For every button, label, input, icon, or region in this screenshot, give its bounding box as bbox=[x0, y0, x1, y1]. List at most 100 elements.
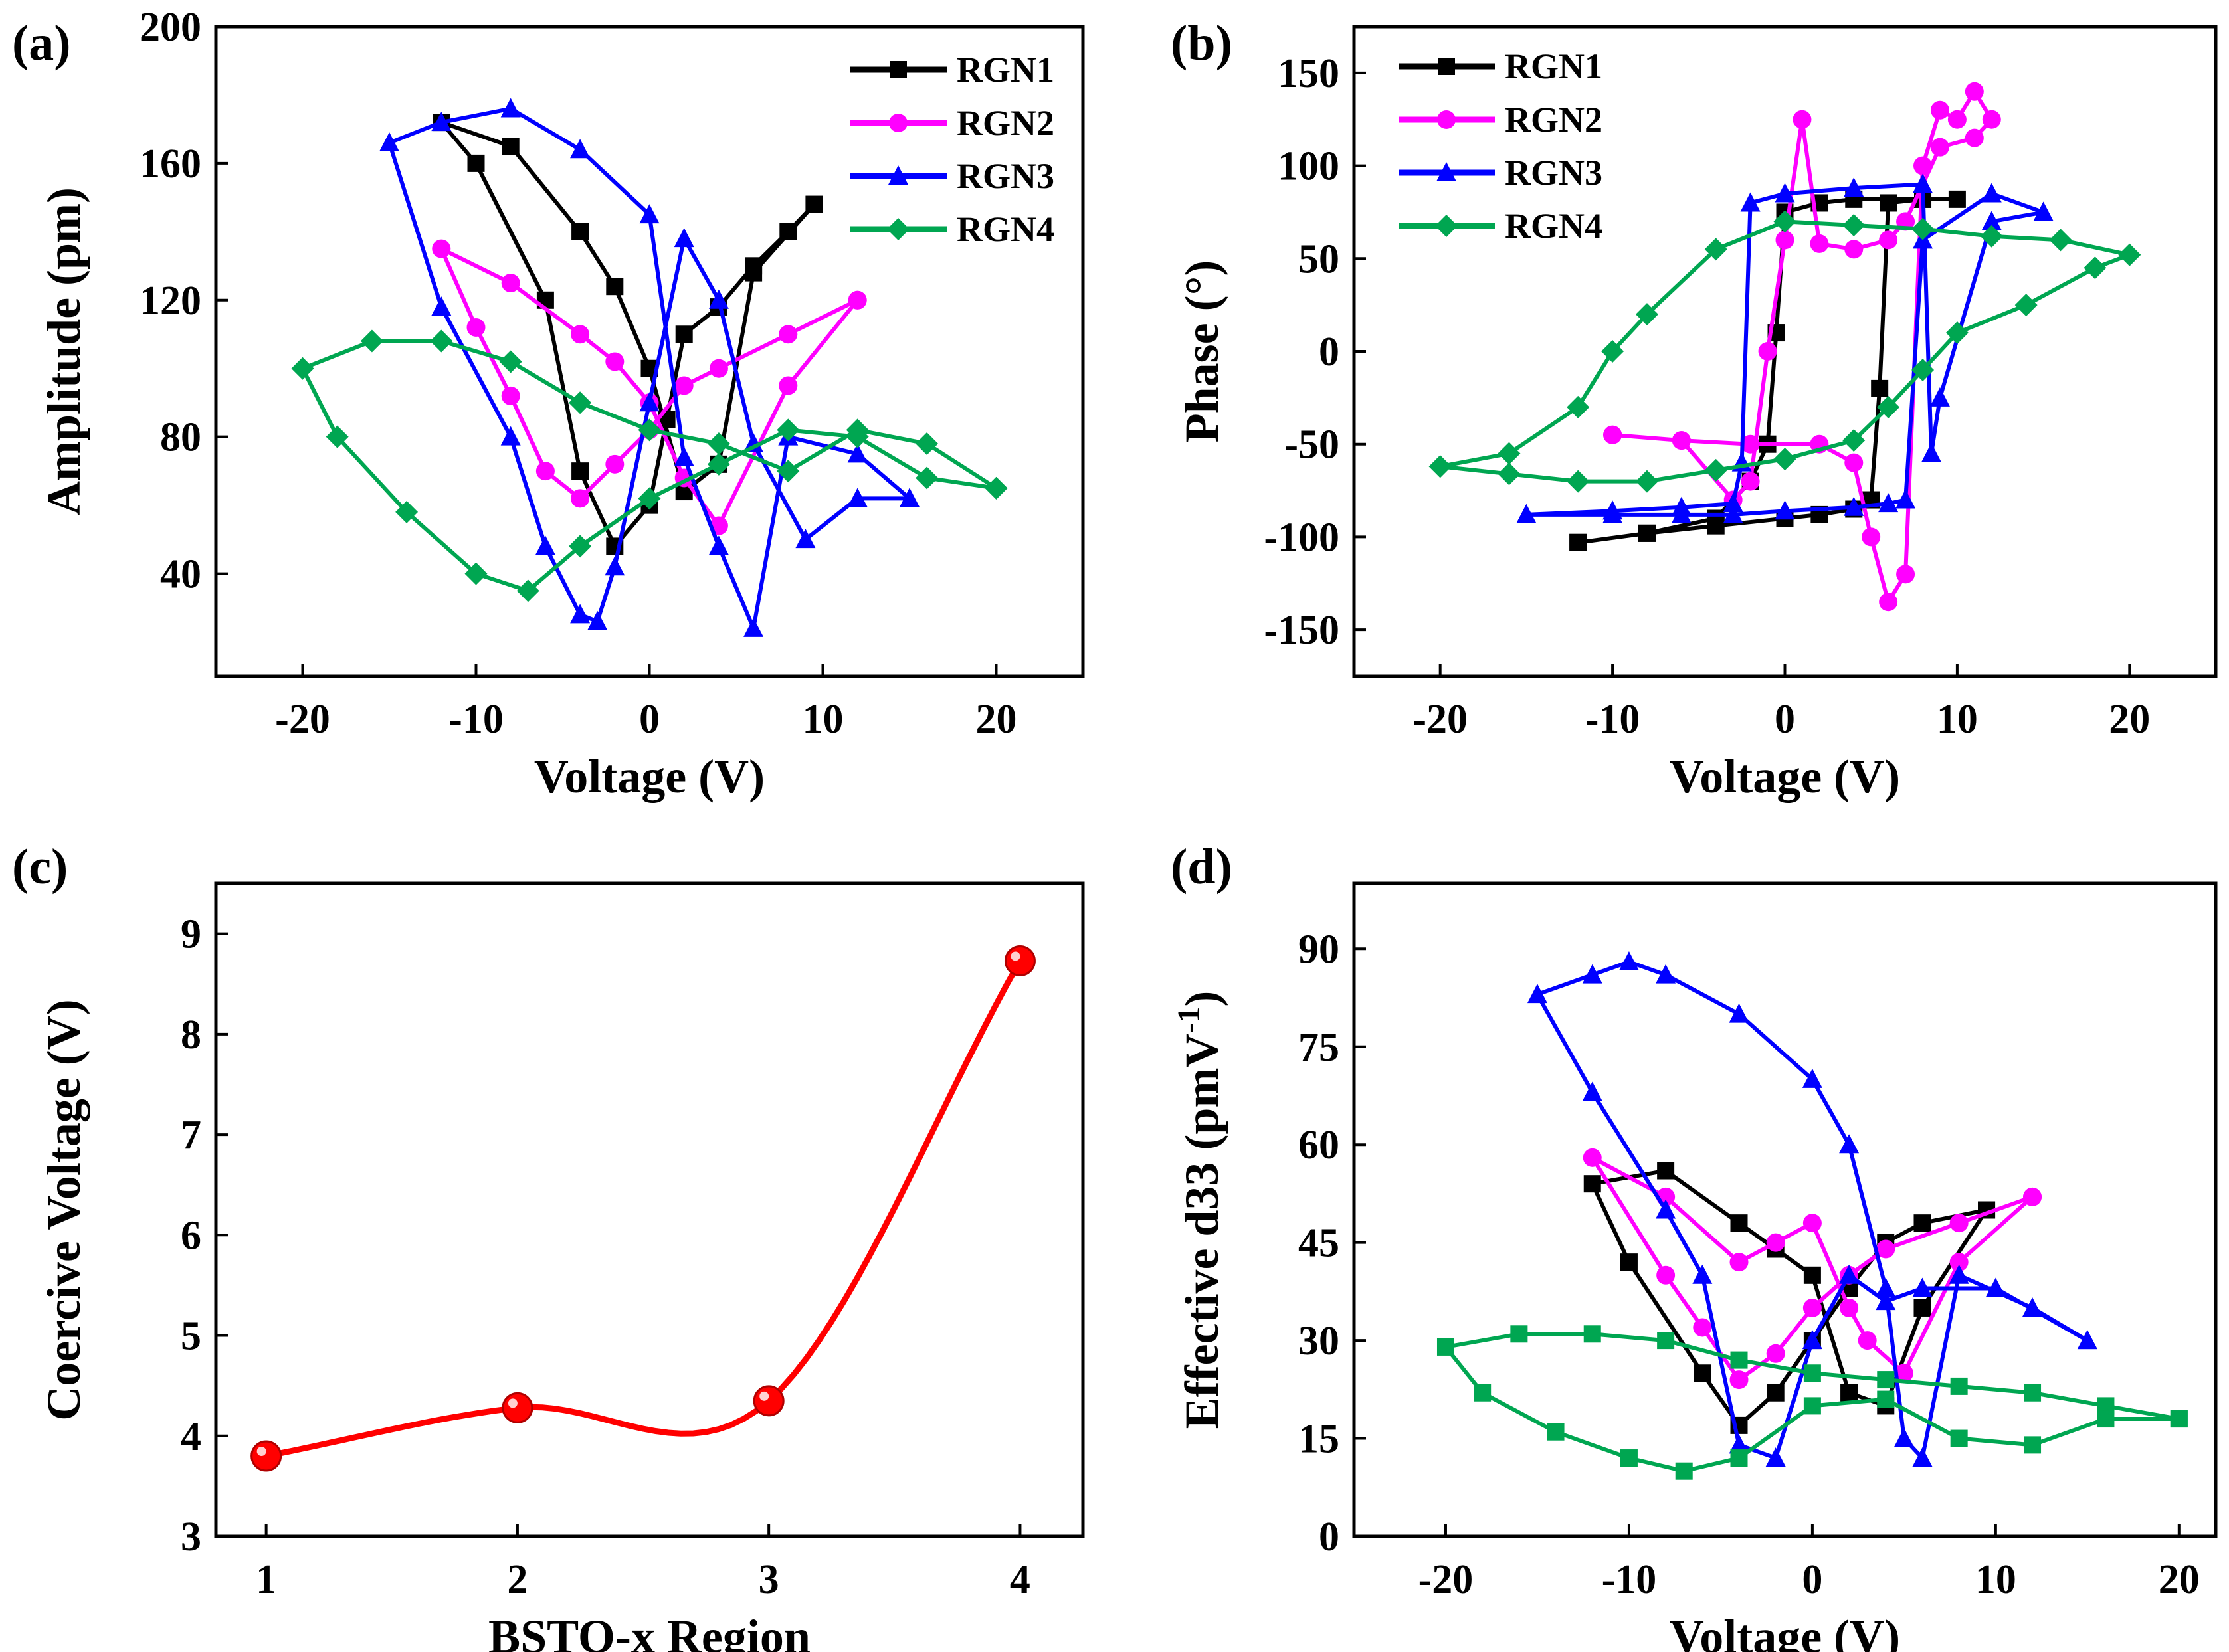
data-point bbox=[1635, 470, 1658, 493]
series-line bbox=[1590, 1168, 1988, 1427]
data-point bbox=[638, 487, 661, 510]
data-point bbox=[1775, 500, 1795, 520]
series-line bbox=[1440, 219, 2132, 484]
data-point bbox=[1741, 472, 1760, 491]
data-point bbox=[1802, 1298, 1822, 1317]
y-tick-label: 7 bbox=[181, 1113, 201, 1158]
data-point bbox=[847, 488, 868, 507]
data-point bbox=[1844, 240, 1864, 259]
data-point bbox=[466, 318, 486, 337]
series-line bbox=[300, 339, 998, 593]
data-point bbox=[674, 446, 694, 466]
data-point bbox=[1839, 1134, 1860, 1154]
legend-label: RGN1 bbox=[1505, 46, 1602, 86]
plot-frame bbox=[1352, 881, 2218, 1538]
data-point bbox=[847, 443, 868, 463]
data-point bbox=[2049, 229, 2072, 252]
data-point bbox=[1802, 1214, 1822, 1233]
y-tick-label: -50 bbox=[1284, 422, 1339, 468]
data-point bbox=[1878, 493, 1899, 513]
series-line bbox=[439, 120, 816, 549]
y-tick-label: -150 bbox=[1264, 608, 1339, 653]
data-point bbox=[779, 325, 798, 344]
data-point bbox=[1810, 234, 1829, 253]
series-rgn3 bbox=[379, 98, 920, 637]
plot-frame bbox=[214, 881, 1085, 1538]
x-tick-label: 20 bbox=[2109, 697, 2150, 742]
data-point bbox=[2097, 1410, 2115, 1428]
data-point bbox=[674, 228, 694, 248]
legend-label: RGN2 bbox=[957, 103, 1054, 143]
data-point bbox=[1929, 387, 1950, 407]
data-point bbox=[1498, 462, 1521, 486]
data-point bbox=[571, 462, 589, 480]
y-axis-title-superscript: -1 bbox=[1171, 1007, 1207, 1034]
x-tick-label: 10 bbox=[1937, 697, 1978, 742]
data-point bbox=[2022, 1297, 2043, 1317]
data-point bbox=[707, 432, 730, 455]
panel-0: -20 -10 0 10 20 40 80 120 160 200 Voltage (V) Ampli… bbox=[12, 5, 1085, 803]
data-point bbox=[1911, 358, 1935, 381]
legend-marker bbox=[1437, 110, 1456, 129]
data-point bbox=[570, 139, 591, 159]
panel-2: 1 2 3 4 3 4 5 6 7 8 9 BSTO-x Region Coercive Voltage… bbox=[12, 839, 1085, 1652]
data-point bbox=[1913, 173, 1933, 193]
data-point bbox=[1704, 238, 1727, 261]
data-point bbox=[753, 1385, 785, 1417]
y-tick-label: 30 bbox=[1298, 1319, 1339, 1364]
data-point bbox=[1583, 1325, 1601, 1343]
y-tick-label: 160 bbox=[140, 141, 201, 187]
data-point bbox=[1671, 504, 1692, 523]
data-point bbox=[499, 350, 522, 373]
data-point bbox=[1723, 504, 1743, 523]
data-point bbox=[571, 223, 589, 240]
data-point bbox=[1948, 190, 1966, 208]
data-point bbox=[2024, 1384, 2042, 1402]
data-point bbox=[1707, 509, 1725, 527]
data-point bbox=[1729, 1003, 1749, 1023]
data-point bbox=[743, 617, 764, 637]
data-point bbox=[1911, 217, 1935, 240]
legend: RGN1 RGN2 RGN3 RGN4 bbox=[1399, 46, 1602, 246]
data-point bbox=[535, 535, 555, 555]
data-point bbox=[1582, 964, 1602, 984]
data-point bbox=[1982, 110, 2001, 129]
data-point bbox=[1428, 455, 1452, 478]
data-point bbox=[1723, 493, 1743, 513]
data-point bbox=[1775, 230, 1794, 250]
data-point bbox=[708, 289, 729, 309]
x-tick-label: -10 bbox=[1602, 1557, 1657, 1602]
data-point bbox=[1618, 951, 1639, 970]
data-point bbox=[2033, 201, 2054, 221]
data-point bbox=[1840, 1298, 1859, 1317]
data-point bbox=[1741, 434, 1760, 454]
data-point bbox=[1985, 1277, 2006, 1297]
y-tick-label: 80 bbox=[160, 415, 201, 460]
data-point bbox=[1802, 1330, 1822, 1350]
x-tick-label: 10 bbox=[803, 697, 844, 742]
y-tick-label: 50 bbox=[1298, 236, 1339, 282]
data-point bbox=[1876, 1277, 1896, 1297]
legend-marker bbox=[888, 165, 908, 185]
data-point bbox=[535, 462, 555, 481]
data-point bbox=[1949, 1264, 1969, 1284]
data-point bbox=[1620, 1253, 1638, 1271]
data-point bbox=[516, 579, 539, 602]
x-axis-title: Voltage (V) bbox=[1670, 1610, 1900, 1652]
data-point bbox=[1842, 429, 1866, 452]
data-point bbox=[571, 489, 590, 508]
data-point bbox=[1921, 442, 1941, 462]
data-point bbox=[779, 223, 797, 240]
data-point bbox=[848, 290, 867, 310]
data-point bbox=[501, 274, 520, 293]
data-point bbox=[1840, 1384, 1858, 1402]
data-point bbox=[1950, 1429, 1968, 1447]
data-point bbox=[2014, 294, 2038, 317]
y-axis-title-end: ) bbox=[1175, 991, 1228, 1007]
y-tick-label: 60 bbox=[1298, 1123, 1339, 1168]
x-tick-label: 20 bbox=[2159, 1557, 2200, 1602]
data-point bbox=[395, 500, 419, 523]
data-point bbox=[1880, 194, 1897, 212]
data-point bbox=[1567, 470, 1590, 493]
